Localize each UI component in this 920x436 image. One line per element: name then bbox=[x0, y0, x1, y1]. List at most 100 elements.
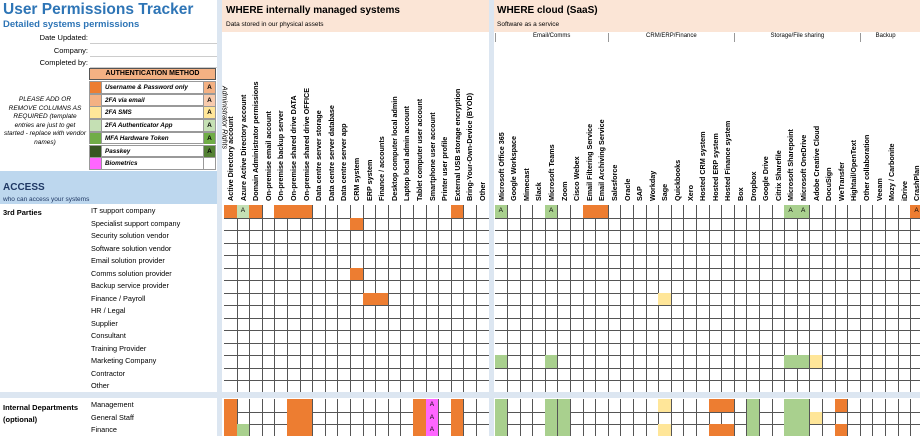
cloud-permission-cell[interactable] bbox=[733, 317, 748, 331]
internal-permission-cell[interactable] bbox=[425, 355, 440, 369]
internal-permission-cell[interactable] bbox=[274, 292, 288, 306]
internal-permission-cell[interactable] bbox=[299, 280, 314, 294]
internal-permission-cell[interactable] bbox=[224, 399, 238, 413]
cloud-permission-cell[interactable] bbox=[633, 317, 647, 331]
cloud-permission-cell[interactable] bbox=[759, 355, 773, 369]
cloud-permission-cell[interactable] bbox=[746, 411, 761, 425]
internal-permission-cell[interactable] bbox=[236, 230, 251, 244]
internal-permission-cell[interactable] bbox=[463, 205, 477, 219]
cloud-permission-cell[interactable] bbox=[645, 305, 660, 319]
cloud-permission-cell[interactable] bbox=[557, 242, 572, 256]
cloud-permission-cell[interactable] bbox=[746, 399, 761, 413]
cloud-permission-cell[interactable] bbox=[582, 230, 597, 244]
internal-permission-cell[interactable] bbox=[413, 342, 427, 356]
cloud-permission-cell[interactable] bbox=[658, 411, 672, 425]
cloud-permission-cell[interactable] bbox=[557, 399, 572, 413]
internal-permission-cell[interactable] bbox=[249, 317, 263, 331]
internal-permission-cell[interactable] bbox=[287, 330, 301, 344]
internal-permission-cell[interactable] bbox=[312, 267, 326, 281]
cloud-permission-cell[interactable] bbox=[771, 217, 786, 231]
cloud-permission-cell[interactable] bbox=[885, 411, 899, 425]
cloud-permission-cell[interactable] bbox=[847, 217, 861, 231]
internal-permission-cell[interactable] bbox=[476, 242, 490, 256]
cloud-permission-cell[interactable] bbox=[822, 355, 836, 369]
cloud-permission-cell[interactable] bbox=[809, 230, 824, 244]
internal-permission-cell[interactable] bbox=[324, 411, 339, 425]
internal-permission-cell[interactable] bbox=[324, 342, 339, 356]
internal-permission-cell[interactable] bbox=[324, 230, 339, 244]
cloud-permission-cell[interactable] bbox=[595, 367, 609, 381]
cloud-permission-cell[interactable] bbox=[885, 355, 899, 369]
cloud-permission-cell[interactable] bbox=[670, 342, 685, 356]
internal-permission-cell[interactable] bbox=[236, 292, 251, 306]
internal-permission-cell[interactable] bbox=[400, 367, 414, 381]
cloud-permission-cell[interactable] bbox=[834, 355, 849, 369]
cloud-permission-cell[interactable] bbox=[582, 330, 597, 344]
internal-permission-cell[interactable]: A bbox=[425, 424, 440, 436]
internal-permission-cell[interactable] bbox=[450, 317, 465, 331]
internal-permission-cell[interactable] bbox=[337, 292, 351, 306]
internal-permission-cell[interactable] bbox=[350, 217, 364, 231]
cloud-permission-cell[interactable] bbox=[532, 305, 546, 319]
internal-permission-cell[interactable] bbox=[224, 355, 238, 369]
internal-permission-cell[interactable] bbox=[450, 424, 465, 436]
cloud-permission-cell[interactable] bbox=[557, 317, 572, 331]
cloud-permission-cell[interactable] bbox=[607, 217, 622, 231]
cloud-permission-cell[interactable] bbox=[507, 267, 521, 281]
internal-permission-cell[interactable] bbox=[312, 230, 326, 244]
cloud-permission-cell[interactable] bbox=[544, 317, 559, 331]
internal-permission-cell[interactable] bbox=[375, 411, 389, 425]
cloud-permission-cell[interactable] bbox=[721, 242, 735, 256]
cloud-permission-cell[interactable] bbox=[658, 305, 672, 319]
cloud-permission-cell[interactable] bbox=[885, 242, 899, 256]
internal-permission-cell[interactable] bbox=[387, 330, 402, 344]
cloud-permission-cell[interactable] bbox=[708, 217, 723, 231]
cloud-permission-cell[interactable] bbox=[859, 217, 874, 231]
cloud-permission-cell[interactable] bbox=[620, 317, 635, 331]
cloud-permission-cell[interactable] bbox=[696, 205, 710, 219]
internal-permission-cell[interactable] bbox=[387, 342, 402, 356]
cloud-permission-cell[interactable] bbox=[897, 280, 912, 294]
company-field[interactable] bbox=[90, 56, 220, 57]
internal-permission-cell[interactable] bbox=[324, 255, 339, 269]
cloud-permission-cell[interactable] bbox=[897, 292, 912, 306]
cloud-permission-cell[interactable] bbox=[810, 424, 824, 436]
internal-permission-cell[interactable] bbox=[438, 317, 452, 331]
cloud-permission-cell[interactable] bbox=[910, 293, 920, 306]
cloud-permission-cell[interactable] bbox=[544, 424, 559, 436]
cloud-permission-cell[interactable] bbox=[872, 305, 887, 319]
cloud-permission-cell[interactable] bbox=[834, 342, 849, 356]
internal-permission-cell[interactable] bbox=[463, 292, 477, 306]
cloud-permission-cell[interactable] bbox=[670, 317, 685, 331]
cloud-permission-cell[interactable] bbox=[796, 411, 811, 425]
internal-permission-cell[interactable] bbox=[249, 267, 263, 281]
cloud-permission-cell[interactable] bbox=[708, 355, 723, 369]
cloud-permission-cell[interactable]: A bbox=[544, 205, 559, 219]
internal-permission-cell[interactable] bbox=[375, 242, 389, 256]
cloud-permission-cell[interactable] bbox=[583, 424, 597, 436]
cloud-permission-cell[interactable] bbox=[582, 217, 597, 231]
cloud-permission-cell[interactable] bbox=[721, 330, 735, 344]
internal-permission-cell[interactable] bbox=[324, 280, 339, 294]
cloud-permission-cell[interactable] bbox=[822, 305, 836, 319]
cloud-permission-cell[interactable] bbox=[582, 317, 597, 331]
cloud-permission-cell[interactable] bbox=[633, 292, 647, 306]
internal-permission-cell[interactable] bbox=[413, 399, 427, 413]
cloud-permission-cell[interactable] bbox=[759, 280, 773, 294]
internal-permission-cell[interactable] bbox=[450, 330, 465, 344]
cloud-permission-cell[interactable] bbox=[658, 292, 672, 306]
internal-permission-cell[interactable] bbox=[476, 355, 490, 369]
cloud-permission-cell[interactable] bbox=[733, 242, 748, 256]
cloud-permission-cell[interactable] bbox=[582, 255, 597, 269]
cloud-permission-cell[interactable] bbox=[570, 330, 584, 344]
cloud-permission-cell[interactable] bbox=[733, 367, 748, 381]
cloud-permission-cell[interactable] bbox=[670, 280, 685, 294]
internal-permission-cell[interactable] bbox=[287, 205, 301, 219]
cloud-permission-cell[interactable] bbox=[595, 317, 609, 331]
cloud-permission-cell[interactable] bbox=[809, 242, 824, 256]
internal-permission-cell[interactable] bbox=[413, 305, 427, 319]
cloud-permission-cell[interactable] bbox=[519, 205, 534, 219]
internal-permission-cell[interactable] bbox=[236, 280, 251, 294]
internal-permission-cell[interactable] bbox=[249, 292, 263, 306]
internal-permission-cell[interactable] bbox=[287, 255, 301, 269]
